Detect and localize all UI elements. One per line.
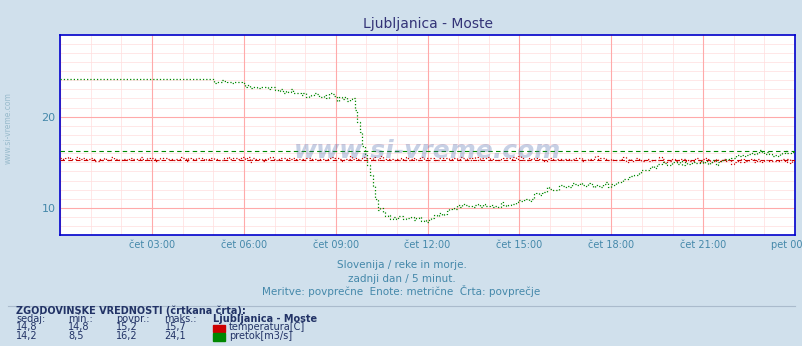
- Text: min.:: min.:: [68, 315, 93, 325]
- Title: Ljubljanica - Moste: Ljubljanica - Moste: [363, 17, 492, 31]
- Text: pretok[m3/s]: pretok[m3/s]: [229, 331, 292, 341]
- Text: 8,5: 8,5: [68, 331, 83, 341]
- Text: www.si-vreme.com: www.si-vreme.com: [294, 139, 561, 163]
- Text: ZGODOVINSKE VREDNOSTI (črtkana črta):: ZGODOVINSKE VREDNOSTI (črtkana črta):: [16, 306, 245, 316]
- Text: Slovenija / reke in morje.: Slovenija / reke in morje.: [336, 260, 466, 270]
- Text: 14,2: 14,2: [16, 331, 38, 341]
- Text: maks.:: maks.:: [164, 315, 196, 325]
- Text: 14,8: 14,8: [68, 322, 90, 333]
- Text: Ljubljanica - Moste: Ljubljanica - Moste: [213, 315, 317, 325]
- Text: 16,2: 16,2: [116, 331, 138, 341]
- Text: Meritve: povprečne  Enote: metrične  Črta: povprečje: Meritve: povprečne Enote: metrične Črta:…: [262, 285, 540, 297]
- Text: 24,1: 24,1: [164, 331, 186, 341]
- Text: sedaj:: sedaj:: [16, 315, 45, 325]
- Text: www.si-vreme.com: www.si-vreme.com: [3, 92, 13, 164]
- Text: temperatura[C]: temperatura[C]: [229, 322, 305, 333]
- Text: zadnji dan / 5 minut.: zadnji dan / 5 minut.: [347, 274, 455, 284]
- Text: 14,8: 14,8: [16, 322, 38, 333]
- Text: povpr.:: povpr.:: [116, 315, 150, 325]
- Text: 15,7: 15,7: [164, 322, 186, 333]
- Text: 15,2: 15,2: [116, 322, 138, 333]
